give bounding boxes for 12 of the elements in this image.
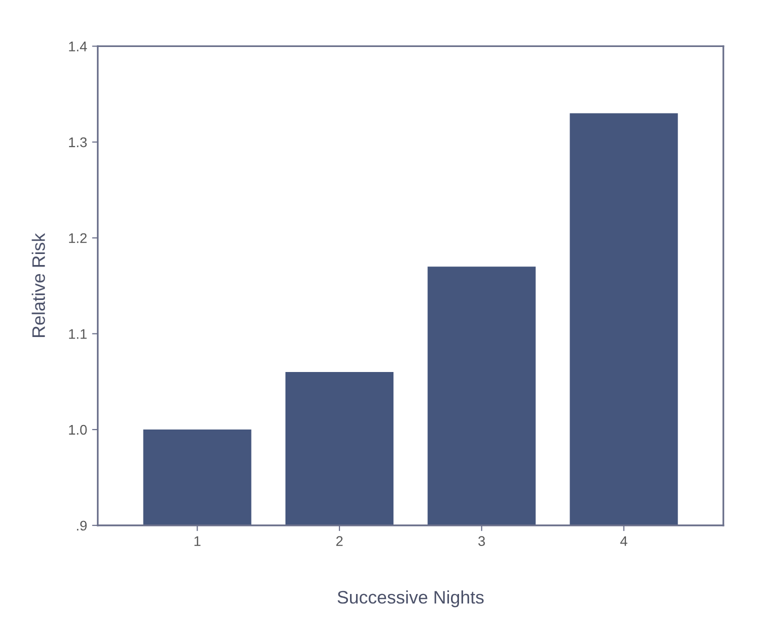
x-tick-label: 2 (336, 536, 343, 546)
x-tick-label: 3 (478, 536, 485, 546)
x-tick-label: 1 (194, 536, 200, 546)
y-tick-label: 1.2 (69, 233, 87, 243)
y-tick-label: .9 (77, 520, 87, 531)
y-tick-label: 1.3 (69, 137, 87, 148)
x-axis-title: Successive Nights (338, 590, 484, 608)
y-tick-label: 1.0 (69, 424, 87, 435)
y-axis-title: Relative Risk (32, 233, 46, 337)
y-tick-label: 1.1 (69, 329, 87, 339)
y-tick-label: 1.4 (69, 42, 87, 52)
x-tick-label: 4 (620, 536, 628, 546)
